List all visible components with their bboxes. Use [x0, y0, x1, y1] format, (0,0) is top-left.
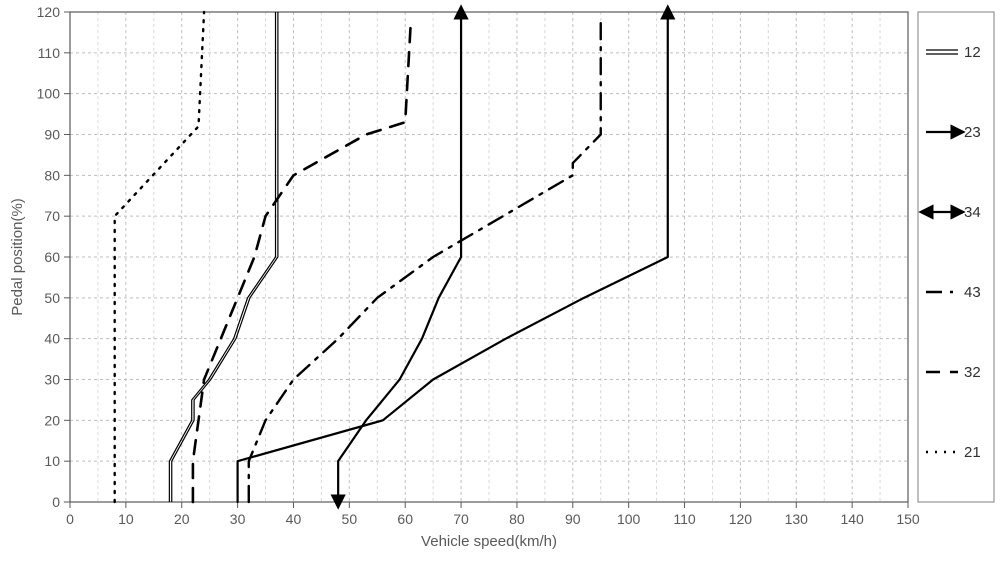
svg-text:32: 32	[964, 364, 981, 381]
svg-text:70: 70	[453, 511, 469, 527]
x-axis: 0 10 20 30 40 50 60 70 80 90 100 110 120 130 140 150	[66, 502, 920, 527]
svg-text:34: 34	[964, 204, 981, 221]
svg-text:50: 50	[44, 290, 60, 306]
svg-text:20: 20	[174, 511, 190, 527]
svg-text:80: 80	[44, 167, 60, 183]
x-axis-title: Vehicle speed(km/h)	[421, 533, 557, 550]
svg-text:90: 90	[44, 127, 60, 143]
y-axis-title: Pedal position(%)	[9, 198, 26, 316]
y-axis: 0 10 20 30 40 50 60 70 80 90 100 110 120	[37, 4, 70, 510]
svg-text:0: 0	[66, 511, 74, 527]
svg-text:150: 150	[896, 511, 920, 527]
svg-text:70: 70	[44, 208, 60, 224]
svg-text:30: 30	[230, 511, 246, 527]
svg-text:130: 130	[785, 511, 809, 527]
svg-text:0: 0	[52, 494, 60, 510]
svg-text:10: 10	[118, 511, 134, 527]
svg-text:50: 50	[342, 511, 358, 527]
svg-text:30: 30	[44, 372, 60, 388]
svg-text:43: 43	[964, 284, 981, 301]
svg-text:140: 140	[840, 511, 864, 527]
svg-text:23: 23	[964, 124, 981, 141]
svg-text:110: 110	[38, 45, 61, 61]
svg-text:21: 21	[964, 444, 981, 461]
svg-text:110: 110	[673, 511, 696, 527]
shift-schedule-chart: 0 10 20 30 40 50 60 70 80 90 100 110 120 130 140 150 0 10…	[0, 0, 1000, 566]
svg-text:40: 40	[44, 331, 60, 347]
legend: 12 23 34 43 32 21	[918, 12, 994, 502]
svg-text:60: 60	[397, 511, 413, 527]
svg-text:100: 100	[617, 511, 641, 527]
svg-text:120: 120	[37, 4, 61, 20]
svg-text:90: 90	[565, 511, 581, 527]
svg-text:80: 80	[509, 511, 525, 527]
svg-text:10: 10	[44, 453, 60, 469]
svg-text:120: 120	[729, 511, 753, 527]
svg-text:12: 12	[964, 44, 981, 61]
svg-text:20: 20	[44, 412, 60, 428]
svg-text:40: 40	[286, 511, 302, 527]
svg-text:60: 60	[44, 249, 60, 265]
svg-text:100: 100	[37, 86, 61, 102]
